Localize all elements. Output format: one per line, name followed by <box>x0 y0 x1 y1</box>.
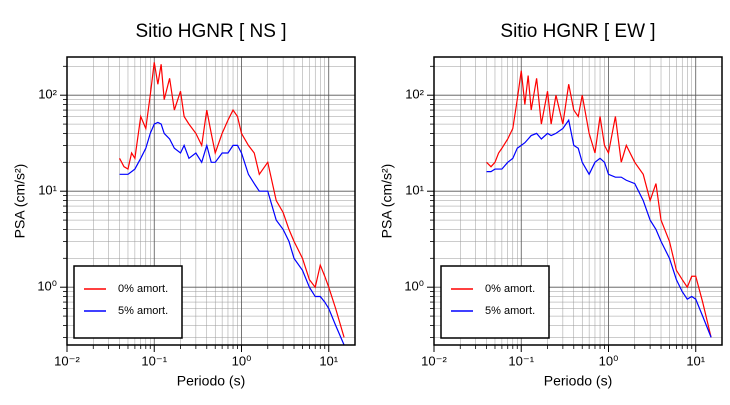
y-tick-label: 10¹ <box>405 183 424 198</box>
x-tick-label: 10¹ <box>319 353 338 368</box>
y-tick-label: 10² <box>405 87 424 102</box>
series-line <box>119 121 345 346</box>
series-line <box>486 118 712 338</box>
y-axis-label: PSA (cm/s²) <box>379 164 395 239</box>
x-axis-label: Periodo (s) <box>544 373 612 389</box>
y-axis-label: PSA (cm/s²) <box>12 164 28 239</box>
legend-box <box>73 265 183 339</box>
x-axis-label: Periodo (s) <box>177 373 245 389</box>
plot-frame <box>66 56 356 346</box>
x-tick-label: 10⁻² <box>54 353 80 368</box>
chart-title: Sitio HGNR [ NS ] <box>136 21 287 42</box>
y-tick-label: 10⁰ <box>37 279 57 294</box>
x-tick-label: 10¹ <box>686 353 705 368</box>
legend-label: 0% amort. <box>485 283 535 295</box>
x-tick-label: 10⁰ <box>232 353 252 368</box>
series-line <box>486 70 712 338</box>
legend-box <box>440 265 550 339</box>
series-line <box>119 62 345 338</box>
chart-title: Sitio HGNR [ EW ] <box>500 21 655 42</box>
plot-frame <box>433 56 723 346</box>
legend-label: 5% amort. <box>485 305 535 317</box>
y-tick-label: 10² <box>38 87 57 102</box>
x-tick-label: 10⁻¹ <box>141 353 167 368</box>
y-tick-label: 10¹ <box>38 183 57 198</box>
legend-label: 0% amort. <box>118 283 168 295</box>
x-tick-label: 10⁰ <box>599 353 619 368</box>
x-tick-label: 10⁻² <box>421 353 447 368</box>
legend-label: 5% amort. <box>118 305 168 317</box>
x-tick-label: 10⁻¹ <box>508 353 534 368</box>
y-tick-label: 10⁰ <box>404 279 424 294</box>
